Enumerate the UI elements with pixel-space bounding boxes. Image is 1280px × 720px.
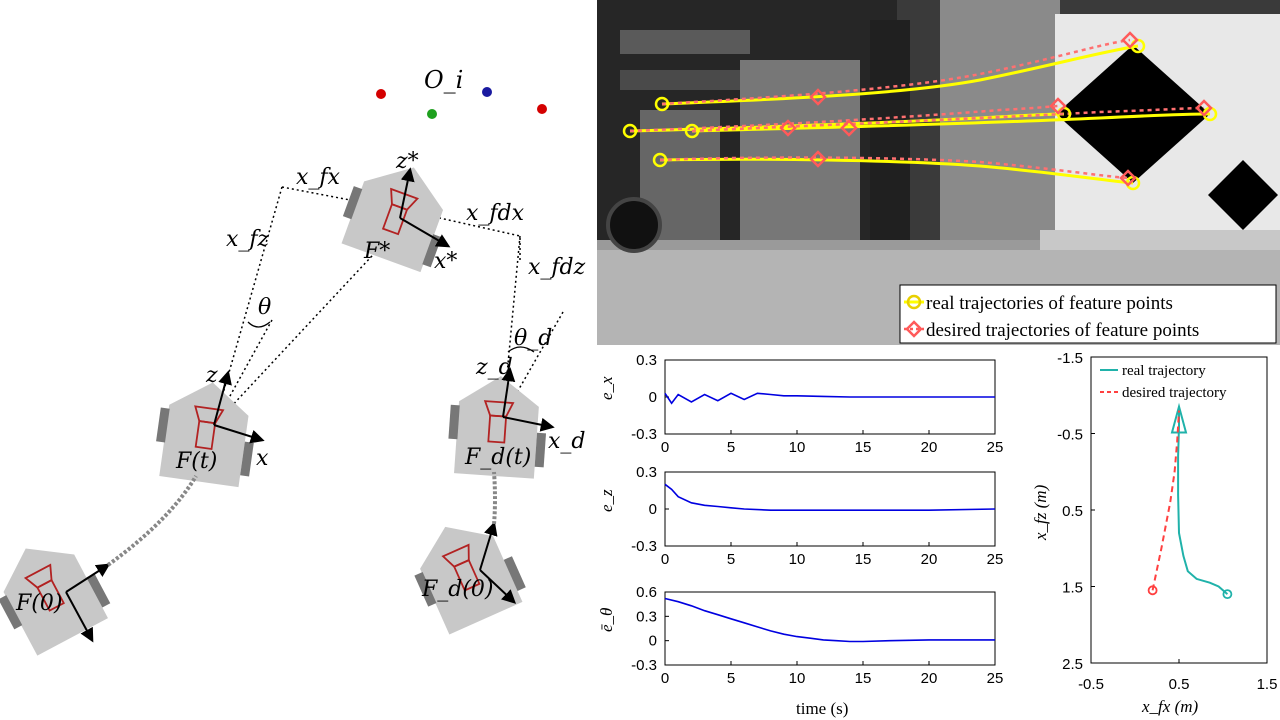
y-tick-label: 0.6 [636, 584, 657, 601]
z-d-label: z_d [475, 355, 513, 380]
robot-diagram: O_i x_fx x_fdx x_fz x_fdz θ θ_d z* x* [0, 66, 586, 656]
y-tick-label: -0.3 [631, 538, 657, 555]
x-tick-label: 5 [727, 439, 735, 456]
x-star-label: x* [434, 249, 457, 274]
xfdx-label: x_fdx [466, 201, 525, 226]
robot-end-marker [1170, 402, 1188, 434]
y-tick-label: -0.3 [631, 657, 657, 674]
real-trajectory-line [1177, 410, 1229, 595]
chart-marks: 0 5 10 15 20 250.30-0.30 5 10 15 20 250.30-0.30 5 10… [631, 350, 1277, 693]
x-tick-label: 10 [789, 551, 806, 568]
legend-real-label: real trajectories of feature points [926, 293, 1173, 314]
frame-dt-label: F_d(t) [464, 445, 531, 470]
x-d-label: x_d [548, 429, 586, 454]
x-tick-label: 0 [661, 439, 669, 456]
y-tick-label: 0 [649, 501, 657, 518]
x-tick-label: 15 [855, 439, 872, 456]
feature-point-red-2 [537, 104, 547, 114]
x-tick-label: 1.5 [1257, 676, 1278, 693]
x-tick-label: 0 [661, 551, 669, 568]
desired-trajectory-start [1147, 585, 1158, 596]
chart-trajectory-legend [1096, 360, 1256, 404]
theta-label: θ [258, 295, 271, 320]
legend-real-trajectory: real trajectory [1122, 363, 1206, 379]
xfx-label: x_fx [296, 165, 341, 190]
frame-0-label: F(0) [15, 591, 62, 616]
real-trajectory-start [1222, 589, 1233, 600]
target-diamond-small [1208, 160, 1278, 230]
x-tick-label: 5 [727, 670, 735, 687]
y-tick-label: 0.3 [636, 352, 657, 369]
frame-d0-label: F_d(0) [421, 577, 494, 602]
series-line [664, 597, 995, 643]
chart-ez: e_z [597, 471, 996, 547]
y-tick-label: 0.3 [636, 464, 657, 481]
theta-arc [247, 321, 271, 328]
motion-path-real [106, 474, 198, 567]
robot-frame-t [156, 382, 254, 488]
trajectory-markers [622, 31, 1218, 191]
x-tick-label: 25 [987, 439, 1004, 456]
y-tick-label: 0 [649, 389, 657, 406]
frame-star-label: F* [363, 239, 390, 264]
xfdz-label: x_fdz [528, 255, 586, 280]
chart-ex-ylabel: e_x [597, 376, 616, 400]
y-tick-label: 0.5 [1062, 503, 1083, 520]
x-label: x [256, 446, 269, 471]
series-line [664, 483, 996, 511]
x-tick-label: 15 [855, 670, 872, 687]
x-tick-label: 10 [789, 670, 806, 687]
chart-ez-ylabel: e_z [597, 489, 616, 512]
x-tick-label: 20 [921, 670, 938, 687]
xfz-label: x_fz [226, 227, 270, 252]
x-tick-label: 25 [987, 551, 1004, 568]
feature-point-green [427, 109, 437, 119]
photo-legend: real trajectories of feature points desi… [899, 284, 1277, 344]
y-tick-label: 0.3 [636, 608, 657, 625]
feature-point-blue [482, 87, 492, 97]
feature-point-red-1 [376, 89, 386, 99]
z-label: z [205, 363, 218, 388]
y-tick-label: -1.5 [1057, 350, 1083, 367]
x-tick-label: 15 [855, 551, 872, 568]
theta-d-label: θ_d [514, 326, 552, 351]
legend-desired-label: desired trajectories of feature points [926, 320, 1199, 341]
chart-trajectory-xlabel: x_fx (m) [1141, 697, 1199, 716]
desired-trajectory-line [1151, 410, 1180, 591]
chart-trajectory-ylabel: x_fz (m) [1031, 484, 1050, 541]
x-tick-label: 0.5 [1169, 676, 1190, 693]
target-diamond-large [1056, 45, 1210, 183]
robot-frame-dt [448, 376, 547, 479]
x-tick-label: -0.5 [1078, 676, 1104, 693]
y-tick-label: 0 [649, 633, 657, 650]
theta-d-arc [507, 346, 535, 353]
x-tick-label: 5 [727, 551, 735, 568]
camera-photo: real trajectories of feature points desi… [597, 0, 1280, 345]
y-tick-label: 1.5 [1062, 580, 1083, 597]
x-tick-label: 0 [661, 670, 669, 687]
z-star-label: z* [395, 149, 419, 174]
series-line [664, 392, 995, 405]
y-tick-label: -0.3 [631, 426, 657, 443]
frame-t-label: F(t) [175, 449, 217, 474]
motion-path-desired [492, 471, 497, 525]
feature-trajectories [629, 38, 1211, 185]
x-tick-label: 20 [921, 551, 938, 568]
y-tick-label: 2.5 [1062, 656, 1083, 673]
x-tick-label: 20 [921, 439, 938, 456]
x-tick-label: 10 [789, 439, 806, 456]
legend-desired-trajectory: desired trajectory [1122, 385, 1227, 401]
chart-etheta-ylabel: ē_θ [597, 608, 616, 632]
chart-etheta-xlabel: time (s) [796, 699, 848, 718]
origin-label: O_i [424, 66, 463, 94]
y-tick-label: -0.5 [1057, 427, 1083, 444]
robot-frame-d0 [414, 526, 526, 635]
x-tick-label: 25 [987, 670, 1004, 687]
chart-etheta: ē_θ time (s) [597, 591, 996, 718]
